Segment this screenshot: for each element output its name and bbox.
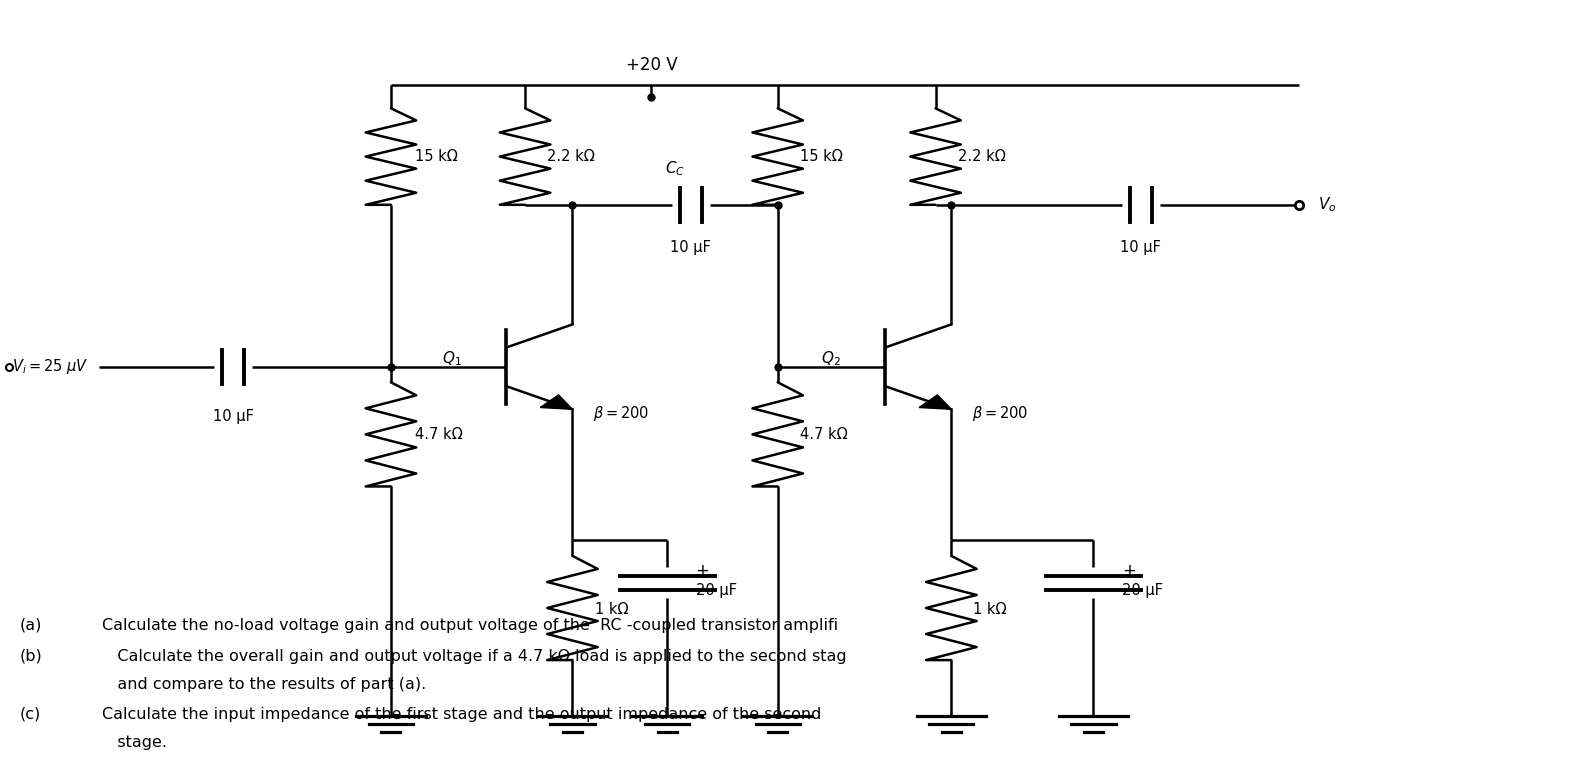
Text: 1 kΩ: 1 kΩ — [595, 602, 628, 618]
Text: 1 kΩ: 1 kΩ — [973, 602, 1008, 618]
Text: 2.2 kΩ: 2.2 kΩ — [957, 149, 1006, 164]
Text: and compare to the results of part (a).: and compare to the results of part (a). — [102, 677, 427, 693]
Text: 20 μF: 20 μF — [1122, 583, 1163, 598]
Text: $V_o$: $V_o$ — [1317, 196, 1336, 215]
Text: Calculate the no-load voltage gain and output voltage of the  RC -coupled transi: Calculate the no-load voltage gain and o… — [102, 618, 838, 633]
Text: 20 μF: 20 μF — [695, 583, 736, 598]
Text: Calculate the input impedance of the first stage and the output impedance of the: Calculate the input impedance of the fir… — [102, 707, 822, 722]
Text: +: + — [695, 562, 709, 580]
Text: Calculate the overall gain and output voltage if a 4.7 kΩ load is applied to the: Calculate the overall gain and output vo… — [102, 649, 847, 664]
Text: stage.: stage. — [102, 736, 167, 750]
Polygon shape — [540, 395, 573, 410]
Text: +20 V: +20 V — [625, 55, 678, 73]
Text: 4.7 kΩ: 4.7 kΩ — [800, 427, 847, 442]
Polygon shape — [919, 395, 951, 410]
Text: (c): (c) — [21, 707, 41, 722]
Text: +: + — [1122, 562, 1136, 580]
Text: 10 μF: 10 μF — [1120, 239, 1162, 254]
Text: 15 kΩ: 15 kΩ — [414, 149, 457, 164]
Text: $\beta = 200$: $\beta = 200$ — [594, 404, 649, 423]
Text: 4.7 kΩ: 4.7 kΩ — [414, 427, 462, 442]
Text: $\beta = 200$: $\beta = 200$ — [971, 404, 1028, 423]
Text: $Q_1$: $Q_1$ — [443, 349, 462, 368]
Text: 10 μF: 10 μF — [213, 410, 254, 424]
Text: (b): (b) — [21, 649, 43, 664]
Text: $V_i = 25\ \mu V$: $V_i = 25\ \mu V$ — [13, 357, 89, 376]
Text: 15 kΩ: 15 kΩ — [800, 149, 843, 164]
Text: $Q_2$: $Q_2$ — [820, 349, 841, 368]
Text: 10 μF: 10 μF — [670, 239, 711, 254]
Text: 2.2 kΩ: 2.2 kΩ — [548, 149, 595, 164]
Text: (a): (a) — [21, 618, 43, 633]
Text: $C_C$: $C_C$ — [665, 159, 686, 178]
